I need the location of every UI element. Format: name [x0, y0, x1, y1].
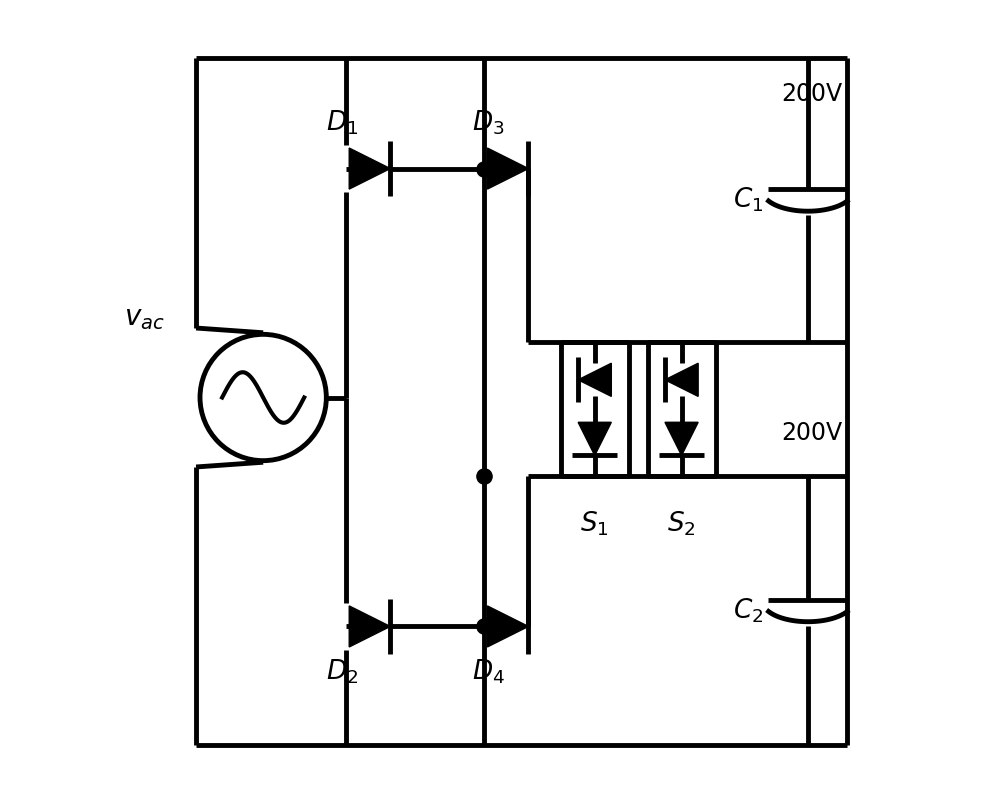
Text: $D_2$: $D_2$: [326, 658, 358, 686]
Polygon shape: [578, 422, 611, 456]
Point: [476, 620, 492, 633]
Text: $D_1$: $D_1$: [326, 109, 358, 137]
Text: $C_2$: $C_2$: [733, 596, 764, 625]
Text: $C_1$: $C_1$: [733, 186, 764, 215]
Text: $v_{ac}$: $v_{ac}$: [124, 305, 165, 332]
Polygon shape: [665, 422, 698, 456]
Text: $S_1$: $S_1$: [580, 510, 609, 538]
Text: 200V: 200V: [781, 421, 842, 445]
Polygon shape: [487, 148, 528, 189]
Polygon shape: [578, 363, 611, 397]
Text: 200V: 200V: [781, 82, 842, 106]
Text: $D_3$: $D_3$: [472, 109, 504, 137]
Point: [476, 470, 492, 483]
Polygon shape: [665, 363, 698, 397]
Text: $S_2$: $S_2$: [667, 510, 696, 538]
Point: [476, 162, 492, 175]
Polygon shape: [349, 148, 390, 189]
Polygon shape: [487, 606, 528, 647]
Text: $D_4$: $D_4$: [472, 658, 505, 686]
Polygon shape: [349, 606, 390, 647]
